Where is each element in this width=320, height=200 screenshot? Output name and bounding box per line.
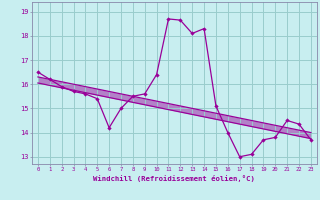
- X-axis label: Windchill (Refroidissement éolien,°C): Windchill (Refroidissement éolien,°C): [93, 175, 255, 182]
